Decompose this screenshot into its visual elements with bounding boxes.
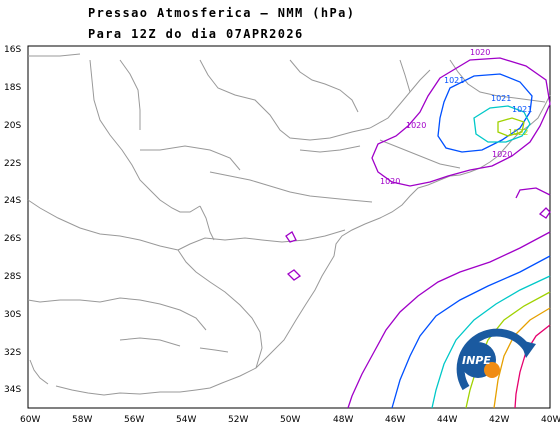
lat-axis: 16S 18S 20S 22S 24S 26S 28S 30S 32S 34S [4, 45, 21, 395]
coastline-and-borders [27, 53, 551, 396]
lat-tick-label: 30S [4, 310, 21, 320]
lat-tick-label: 24S [4, 196, 21, 206]
lon-axis: 60W 58W 56W 54W 52W 50W 48W 46W 44W 42W … [20, 415, 560, 425]
contour-label: 1020 [470, 48, 490, 57]
lon-tick-label: 52W [228, 415, 248, 425]
lon-tick-label: 60W [20, 415, 40, 425]
lat-tick-label: 22S [4, 159, 21, 169]
map-subtitle: Para 12Z do dia 07APR2026 [88, 27, 304, 41]
contour-label: 1022 [508, 128, 528, 137]
lon-tick-label: 56W [124, 415, 144, 425]
lon-tick-label: 42W [489, 415, 509, 425]
lat-tick-label: 32S [4, 348, 21, 358]
lon-tick-label: 44W [437, 415, 457, 425]
lon-tick-label: 46W [385, 415, 405, 425]
inpe-logo-icon: INPE [456, 328, 536, 391]
logo-text: INPE [462, 354, 491, 367]
contour-label: 1021 [491, 94, 511, 103]
lon-tick-label: 50W [280, 415, 300, 425]
lat-tick-label: 20S [4, 121, 21, 131]
lat-tick-label: 34S [4, 385, 21, 395]
lat-tick-label: 18S [4, 83, 21, 93]
contour-label: 1021 [444, 76, 464, 85]
map-title: Pressao Atmosferica — NMM (hPa) [88, 6, 356, 20]
lon-tick-label: 48W [333, 415, 353, 425]
lat-tick-label: 26S [4, 234, 21, 244]
contour-label: 1020 [380, 177, 400, 186]
lat-tick-label: 16S [4, 45, 21, 55]
lon-tick-label: 58W [72, 415, 92, 425]
lon-tick-label: 54W [176, 415, 196, 425]
lon-tick-label: 40W [541, 415, 560, 425]
contour-label: 1020 [406, 121, 426, 130]
lat-tick-label: 28S [4, 272, 21, 282]
isobar-contours [285, 57, 551, 409]
contour-label: 1020 [492, 150, 512, 159]
contour-label: 1021 [512, 105, 532, 114]
contour-labels: 1020 1021 1021 1021 1022 1020 1020 1020 [380, 48, 532, 186]
